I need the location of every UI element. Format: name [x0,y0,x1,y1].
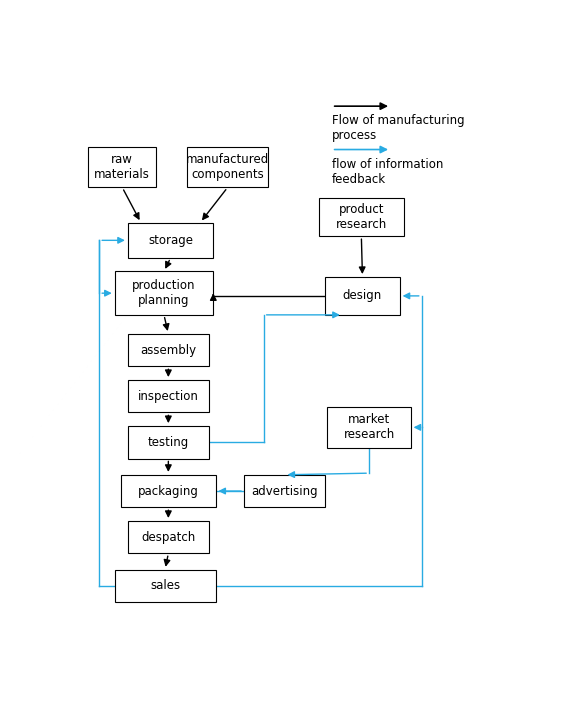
FancyBboxPatch shape [325,277,400,315]
Text: despatch: despatch [142,531,195,543]
FancyBboxPatch shape [187,147,268,187]
Text: Flow of manufacturing
process: Flow of manufacturing process [332,114,464,142]
FancyBboxPatch shape [128,380,209,413]
Text: inspection: inspection [138,390,199,403]
FancyBboxPatch shape [128,334,209,366]
FancyBboxPatch shape [319,199,404,237]
FancyBboxPatch shape [128,521,209,553]
FancyBboxPatch shape [128,222,213,258]
Text: storage: storage [148,234,193,247]
FancyBboxPatch shape [327,407,411,448]
Text: market
research: market research [344,413,395,441]
FancyBboxPatch shape [114,570,216,602]
Text: flow of information
feedback: flow of information feedback [332,158,443,186]
FancyBboxPatch shape [121,474,216,508]
Text: sales: sales [150,579,180,592]
FancyBboxPatch shape [244,474,325,508]
Text: assembly: assembly [140,344,196,357]
FancyBboxPatch shape [88,147,156,187]
Text: design: design [343,289,382,303]
Text: testing: testing [148,436,189,448]
Text: raw
materials: raw materials [95,153,150,181]
Text: advertising: advertising [251,484,318,498]
Text: production
planning: production planning [132,279,196,307]
Text: manufactured
components: manufactured components [186,153,269,181]
FancyBboxPatch shape [114,272,213,315]
FancyBboxPatch shape [128,426,209,458]
Text: product
research: product research [336,203,387,232]
Text: packaging: packaging [138,484,199,498]
